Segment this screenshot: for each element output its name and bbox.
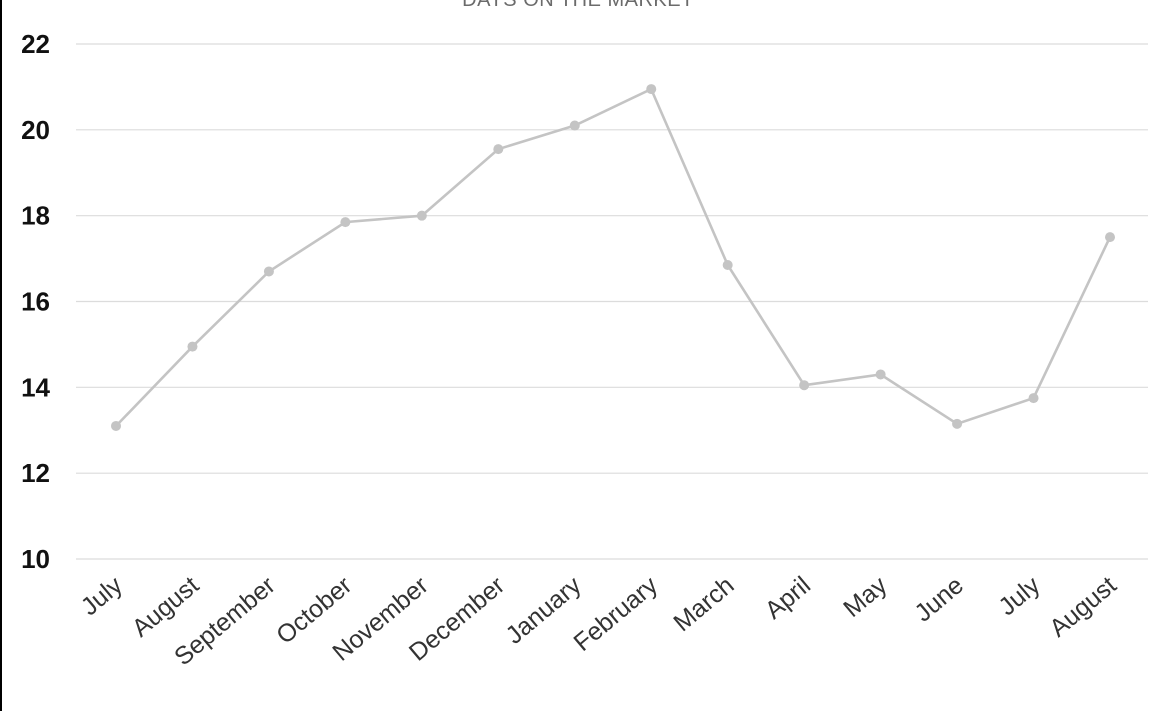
y-tick-label: 12 — [21, 458, 50, 488]
x-tick-label: March — [668, 571, 739, 637]
data-point — [340, 217, 351, 228]
y-tick-label: 14 — [21, 372, 50, 402]
data-point — [569, 120, 580, 131]
data-point — [875, 369, 886, 380]
data-point — [722, 260, 733, 271]
x-tick-label: February — [568, 571, 663, 657]
chart-title: DAYS ON THE MARKET — [462, 0, 694, 11]
x-tick-label: May — [838, 571, 893, 623]
series-group — [111, 84, 1115, 431]
data-point — [1028, 393, 1039, 404]
data-point — [952, 418, 963, 429]
data-point — [187, 341, 198, 352]
series-line — [115, 87, 1112, 427]
data-point — [493, 144, 504, 155]
data-point — [1105, 232, 1115, 243]
gridlines — [76, 43, 1148, 560]
y-tick-label: 10 — [21, 544, 50, 574]
y-tick-label: 20 — [21, 115, 50, 145]
y-tick-label: 22 — [21, 29, 50, 59]
data-point — [416, 210, 427, 221]
x-tick-label: July — [993, 571, 1045, 621]
x-tick-label: August — [1044, 571, 1122, 643]
data-point — [263, 266, 274, 277]
data-point — [111, 420, 121, 431]
x-tick-label: July — [76, 571, 128, 621]
x-tick-label: April — [760, 571, 816, 625]
left-border — [0, 0, 2, 711]
data-point — [799, 380, 810, 391]
y-tick-label: 18 — [21, 201, 50, 231]
y-axis-ticks: 10 12 14 16 18 20 22 — [21, 29, 50, 574]
x-tick-label: June — [909, 571, 969, 627]
y-tick-label: 16 — [21, 287, 50, 317]
data-point — [646, 84, 657, 95]
x-axis-ticks: JulyAugustSeptemberOctoberNovemberDecemb… — [76, 571, 1122, 671]
